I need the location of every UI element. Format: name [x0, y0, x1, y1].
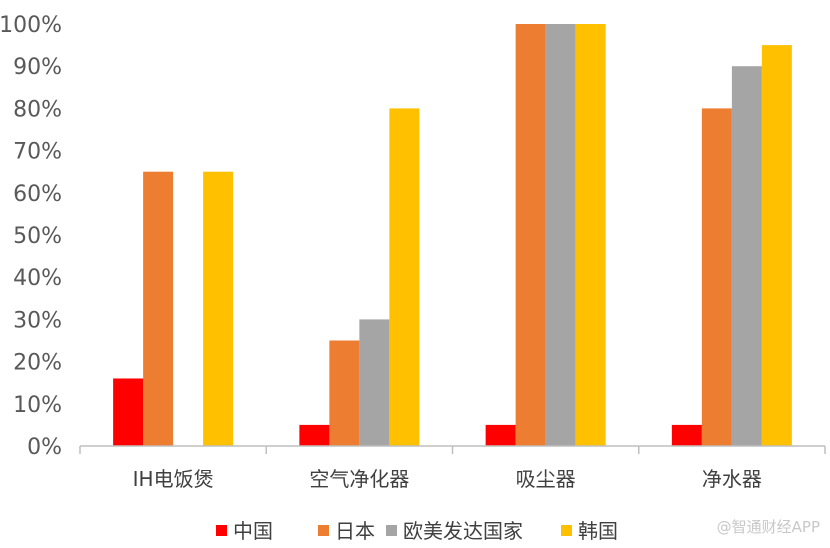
y-tick-label: 0%: [27, 435, 62, 460]
bar: [203, 171, 234, 446]
y-axis: 0% 10% 20% 30% 40% 50% 60% 70% 80% 90% 100%: [0, 13, 62, 460]
x-tick-label: 净水器: [702, 467, 762, 491]
legend-label: 韩国: [578, 519, 618, 543]
y-tick-label: 40%: [13, 266, 62, 291]
y-tick-label: 80%: [13, 97, 62, 122]
watermark: @智通财经APP: [717, 518, 820, 536]
legend-swatch: [216, 525, 227, 536]
bars: [113, 24, 792, 447]
bar: [299, 424, 330, 446]
bar: [731, 66, 762, 446]
y-tick-label: 20%: [13, 351, 62, 376]
bar: [113, 378, 144, 446]
y-tick-label: 30%: [13, 308, 62, 333]
legend-label: 日本: [335, 519, 375, 543]
bar: [761, 45, 792, 446]
x-axis-ticks: [79, 446, 826, 454]
y-tick-label: 70%: [13, 140, 62, 165]
y-tick-label: 60%: [13, 182, 62, 207]
y-tick-label: 90%: [13, 55, 62, 80]
bar: [545, 24, 576, 446]
x-tick-label: 空气净化器: [309, 467, 409, 491]
bar: [329, 340, 360, 446]
legend-swatch: [318, 525, 329, 536]
y-tick-label: 10%: [13, 393, 62, 418]
bar: [143, 171, 174, 446]
y-tick-label: 100%: [0, 13, 62, 38]
x-axis: IH电饭煲 空气净化器 吸尘器 净水器: [133, 467, 762, 491]
legend: 中国 日本 欧美发达国家 韩国: [216, 519, 618, 543]
legend-swatch: [561, 525, 572, 536]
x-tick-label: IH电饭煲: [133, 467, 214, 491]
x-tick-label: 吸尘器: [516, 467, 576, 491]
legend-label: 中国: [233, 519, 273, 543]
bar: [575, 24, 606, 446]
bar: [389, 108, 420, 447]
legend-swatch: [386, 525, 397, 536]
bar: [485, 424, 516, 446]
bar: [515, 24, 546, 446]
bar: [701, 108, 732, 447]
bar: [359, 319, 390, 446]
bar: [671, 424, 702, 446]
legend-label: 欧美发达国家: [403, 519, 523, 543]
y-tick-label: 50%: [13, 224, 62, 249]
